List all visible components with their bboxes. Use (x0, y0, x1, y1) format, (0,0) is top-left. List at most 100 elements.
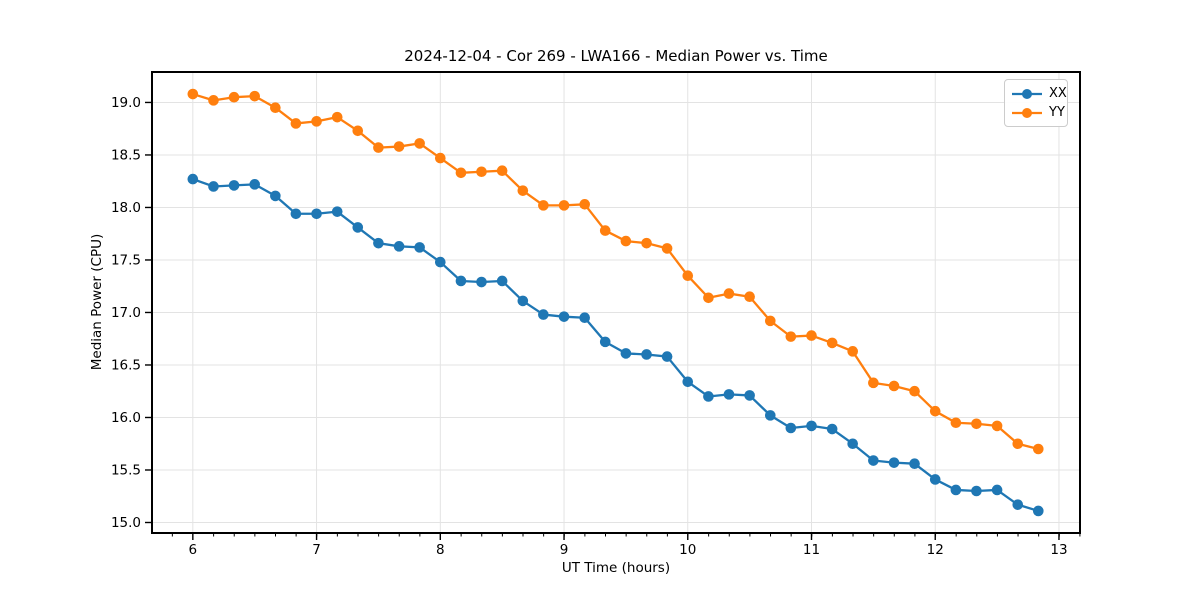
data-point-xx (620, 348, 632, 359)
data-point-yy (208, 95, 219, 106)
data-point-xx (208, 181, 219, 192)
x-tick-label: 6 (189, 542, 198, 558)
data-point-xx (599, 336, 611, 348)
data-point-xx (888, 457, 900, 468)
data-point-xx (723, 389, 735, 400)
data-point-yy (868, 377, 879, 389)
data-point-xx (476, 276, 487, 288)
legend-item-yy: YY (1011, 103, 1065, 122)
data-point-xx (661, 351, 673, 362)
y-tick-label: 19.0 (111, 95, 141, 111)
legend: XX YY (1004, 79, 1068, 127)
data-point-xx (311, 208, 322, 220)
data-point-yy (641, 237, 652, 249)
data-point-xx (228, 180, 240, 191)
data-point-xx (558, 311, 570, 322)
data-point-xx (455, 275, 467, 287)
data-point-yy (764, 315, 776, 327)
x-axis-label: UT Time (hours) (561, 560, 671, 576)
y-tick-label: 18.5 (111, 147, 141, 163)
data-point-xx (352, 222, 364, 233)
data-point-xx (249, 179, 260, 190)
data-point-xx (393, 241, 405, 252)
data-point-xx (641, 349, 652, 360)
data-point-yy (826, 337, 838, 349)
data-point-xx (971, 485, 982, 497)
data-point-yy (228, 91, 240, 103)
data-point-yy (290, 118, 302, 129)
data-point-yy (579, 199, 590, 210)
chart-title: 2024-12-04 - Cor 269 - LWA166 - Median P… (404, 47, 828, 65)
data-point-xx (868, 455, 879, 466)
data-point-yy (455, 167, 467, 179)
data-point-xx (579, 312, 590, 324)
x-tick-label: 9 (560, 542, 569, 558)
x-tick-label: 12 (927, 542, 944, 558)
x-tick-label: 10 (679, 542, 696, 558)
data-point-yy (950, 417, 962, 429)
x-tick-label: 11 (803, 542, 820, 558)
data-point-yy (476, 166, 487, 178)
data-point-yy (311, 116, 322, 127)
legend-line-marker-icon-yy (1012, 107, 1042, 118)
legend-label-yy: YY (1049, 104, 1065, 120)
data-point-xx (270, 190, 281, 202)
data-point-xx (1012, 499, 1024, 510)
data-point-xx (785, 422, 797, 434)
data-point-xx (950, 484, 962, 496)
x-tick-label: 8 (436, 542, 445, 558)
data-point-yy (785, 331, 797, 342)
x-tick-label: 13 (1050, 542, 1067, 558)
data-point-yy (558, 200, 570, 211)
data-point-yy (599, 225, 611, 236)
data-point-xx (331, 206, 343, 217)
data-point-yy (352, 125, 364, 137)
y-axis-label: Median Power (CPU) (89, 233, 105, 371)
data-point-xx (434, 256, 446, 268)
data-point-yy (806, 330, 817, 341)
data-point-yy (847, 346, 859, 357)
data-point-yy (991, 420, 1003, 432)
data-point-xx (806, 420, 817, 432)
x-tick-label: 7 (312, 542, 321, 558)
data-point-yy (496, 165, 508, 177)
data-point-xx (847, 438, 859, 450)
data-point-yy (187, 88, 199, 100)
data-point-xx (1033, 505, 1044, 517)
legend-item-xx: XX (1011, 84, 1067, 103)
y-tick-label: 17.5 (111, 252, 141, 268)
data-point-xx (744, 390, 755, 401)
data-point-yy (1012, 438, 1024, 450)
y-tick-label: 15.5 (111, 462, 141, 478)
y-tick-label: 16.5 (111, 357, 141, 373)
data-point-yy (723, 288, 735, 299)
y-tick-label: 18.0 (111, 200, 141, 216)
data-point-xx (909, 458, 920, 469)
plot-frame (151, 71, 1081, 534)
data-point-yy (682, 270, 694, 282)
data-point-yy (517, 185, 529, 196)
data-point-yy (929, 405, 941, 417)
data-point-yy (971, 418, 982, 430)
data-point-yy (434, 152, 446, 164)
data-point-yy (414, 138, 425, 149)
data-point-yy (703, 292, 714, 304)
data-point-xx (290, 208, 302, 220)
data-point-yy (249, 90, 260, 102)
y-tick-label: 17.0 (111, 305, 141, 321)
y-tick-label: 15.0 (111, 515, 141, 531)
data-point-yy (909, 385, 920, 397)
data-point-yy (538, 200, 549, 211)
y-tick-label: 16.0 (111, 410, 141, 426)
data-point-xx (991, 484, 1003, 496)
data-point-yy (620, 235, 632, 247)
data-point-xx (703, 391, 714, 402)
data-point-yy (744, 291, 755, 303)
data-point-xx (414, 242, 425, 253)
data-point-xx (682, 376, 694, 388)
data-point-yy (661, 243, 673, 254)
data-point-xx (826, 423, 838, 435)
legend-label-xx: XX (1049, 85, 1067, 101)
data-point-yy (270, 102, 281, 114)
